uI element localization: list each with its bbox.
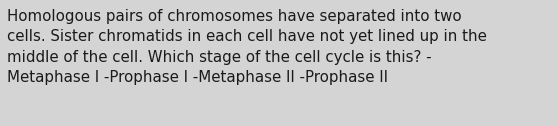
Text: Homologous pairs of chromosomes have separated into two
cells. Sister chromatids: Homologous pairs of chromosomes have sep… [7,9,487,85]
